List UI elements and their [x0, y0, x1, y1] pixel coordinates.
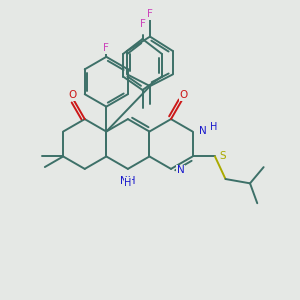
- Text: S: S: [220, 152, 226, 161]
- Text: O: O: [68, 90, 76, 100]
- Text: O: O: [180, 90, 188, 100]
- Text: N: N: [177, 165, 185, 176]
- Text: F: F: [140, 19, 146, 29]
- Text: NH: NH: [120, 176, 136, 185]
- Text: N: N: [199, 126, 207, 136]
- Text: H: H: [210, 122, 217, 132]
- Text: F: F: [103, 43, 109, 53]
- Text: H: H: [124, 178, 132, 188]
- Text: F: F: [147, 9, 153, 19]
